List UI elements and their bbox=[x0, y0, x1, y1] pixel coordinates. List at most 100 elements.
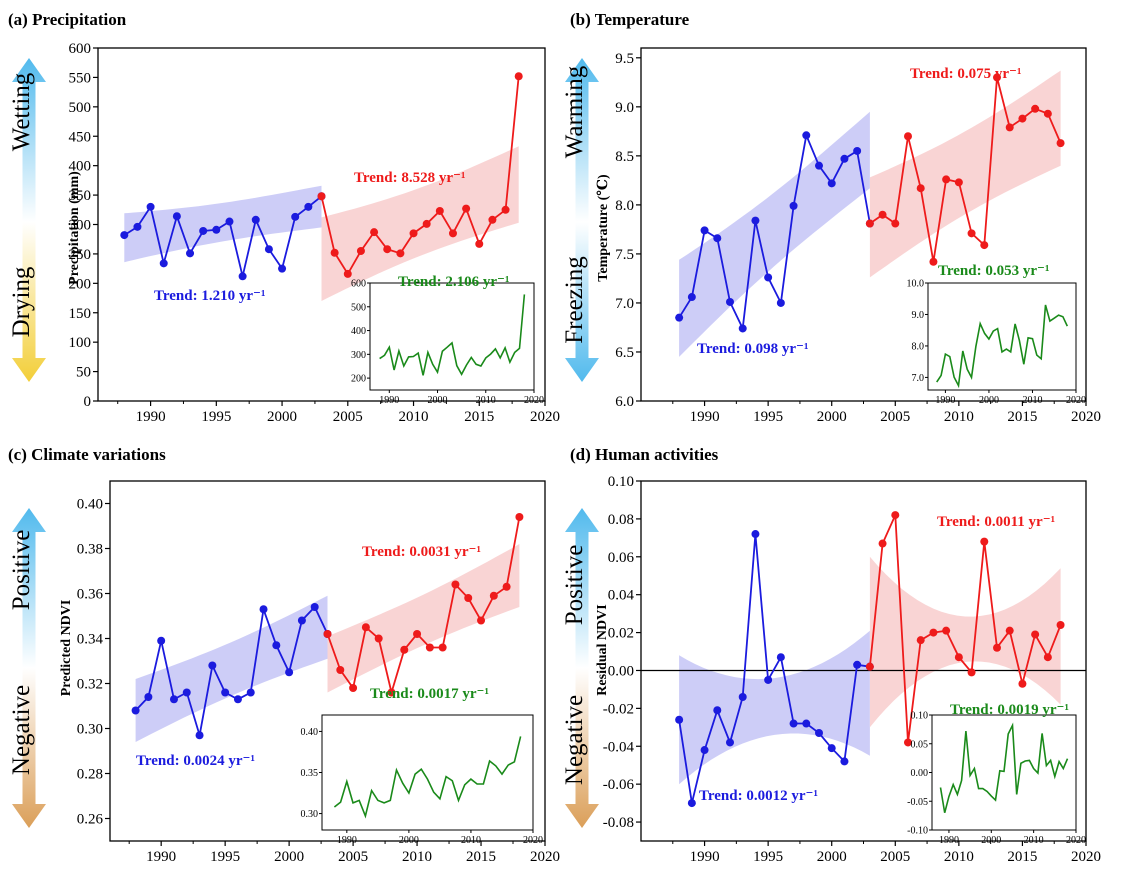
panel-d-point-red-2017 bbox=[1043, 653, 1052, 662]
panel-c-title: (c) Climate variations bbox=[8, 445, 166, 464]
panel-d-point-blue-1992 bbox=[726, 738, 734, 747]
panel-c-point-blue-1990 bbox=[157, 636, 166, 645]
panel-a-point-red-2005 bbox=[343, 269, 352, 278]
panel-b-ytick-label: 8.0 bbox=[615, 198, 634, 214]
panel-c-point-blue-2001 bbox=[297, 616, 306, 625]
panel-d-point-blue-2002 bbox=[853, 660, 862, 669]
panel-d-series-line-blue bbox=[678, 534, 871, 804]
panel-a-inset-series-line bbox=[379, 294, 526, 376]
panel-b-series-line-blue bbox=[678, 132, 871, 332]
panel-b-inset-xtick-label-2020: 2020 bbox=[1066, 395, 1086, 406]
panel-c-point-blue-1997 bbox=[246, 688, 255, 697]
panel-d-ytick-label: 0.02 bbox=[608, 626, 634, 642]
panel-d-down-label: Negative bbox=[561, 695, 588, 785]
panel-a-point-blue-2002 bbox=[304, 202, 313, 211]
panel-a-point-blue-1999 bbox=[264, 245, 273, 254]
panel-b-inset-series-line bbox=[936, 304, 1069, 389]
panel-d-point-blue-1994 bbox=[751, 530, 760, 539]
panel-c-point-red-2005 bbox=[349, 684, 358, 692]
panel-a-inset-ytick-label: 200 bbox=[351, 374, 366, 385]
panel-b-ytick-label: 6.0 bbox=[615, 394, 634, 410]
panel-a-xtick-label-2005: 2005 bbox=[333, 409, 363, 425]
panel-a-xtick-label-2020: 2020 bbox=[530, 409, 560, 425]
panel-b-xtick-label-2020: 2020 bbox=[1071, 409, 1101, 425]
panel-a-ytick-label: 450 bbox=[69, 129, 92, 145]
panel-b-point-red-2015 bbox=[1018, 114, 1027, 123]
panel-c-point-red-2018 bbox=[515, 513, 524, 521]
panel-b-up-arrow bbox=[565, 58, 599, 222]
panel-b-inset-ytick-label: 10.0 bbox=[907, 279, 925, 290]
panel-a-up-label: Wetting bbox=[8, 72, 35, 151]
panel-b-point-red-2012 bbox=[980, 241, 989, 250]
panel-c-inset-series-line bbox=[333, 736, 522, 819]
panel-c-point-blue-1992 bbox=[182, 688, 191, 697]
panel-d-up-label: Positive bbox=[561, 545, 588, 626]
panel-a-point-red-2006 bbox=[356, 246, 365, 255]
panel-d-inset-xtick-label-2020: 2020 bbox=[1066, 835, 1086, 846]
panel-b-point-red-2006 bbox=[904, 132, 912, 141]
panel-a-point-red-2015 bbox=[475, 239, 484, 248]
panel-d-xtick-label-2020: 2020 bbox=[1071, 849, 1101, 865]
panel-d-point-red-2013 bbox=[993, 643, 1001, 652]
panel-b-point-blue-1992 bbox=[726, 297, 734, 306]
panel-a-confidence-band-blue bbox=[124, 185, 322, 263]
panel-b-xtick-label-1995: 1995 bbox=[753, 409, 783, 425]
panel-d-point-blue-1998 bbox=[802, 719, 811, 728]
panel-b-point-red-2004 bbox=[878, 210, 887, 219]
panel-a-point-red-2008 bbox=[383, 245, 392, 254]
panel-c-point-red-2008 bbox=[387, 688, 396, 697]
panel-b-point-blue-2000 bbox=[827, 179, 836, 188]
panel-a-point-blue-1988 bbox=[120, 231, 129, 240]
panel-b-ytick-label: 9.5 bbox=[615, 51, 634, 67]
panel-a-point-red-2013 bbox=[448, 229, 457, 238]
panel-a-inset-xtick-label-2010: 2010 bbox=[476, 395, 496, 406]
panel-c-point-red-2006 bbox=[361, 623, 370, 632]
panel-d-point-blue-2000 bbox=[827, 744, 836, 753]
panel-b-point-blue-2001 bbox=[840, 154, 849, 163]
panel-b-ytick-label: 6.5 bbox=[615, 345, 634, 361]
panel-a-point-red-2004 bbox=[330, 248, 339, 257]
panel-b-inset-frame bbox=[927, 282, 1077, 391]
panel-b-point-red-2018 bbox=[1056, 139, 1065, 148]
panel-b-down-arrow bbox=[565, 222, 599, 382]
panel-b-down-label: Freezing bbox=[561, 256, 588, 344]
panel-c-inset-xtick-label-1990: 1990 bbox=[337, 835, 357, 846]
panel-c-confidence-band-red bbox=[327, 544, 520, 693]
panel-c-plot-frame bbox=[109, 480, 546, 842]
panel-a-inset-xtick-label-2020: 2020 bbox=[524, 395, 544, 406]
panel-b-inset-xtick-label-2000: 2000 bbox=[979, 395, 999, 406]
panel-a-point-red-2007 bbox=[370, 228, 379, 237]
panel-a-title: (a) Precipitation bbox=[8, 10, 127, 29]
panel-d-inset-xtick-label-1990: 1990 bbox=[939, 835, 959, 846]
panel-b-ytick-label: 7.0 bbox=[615, 296, 634, 312]
panel-b-xtick-label-2015: 2015 bbox=[1007, 409, 1037, 425]
panel-b-confidence-band-blue bbox=[679, 111, 870, 357]
panel-b-point-red-2010 bbox=[954, 178, 963, 187]
panel-a-point-blue-1992 bbox=[172, 212, 181, 221]
panel-d-inset-ytick-label: 0.10 bbox=[911, 711, 929, 722]
panel-d-ytick-label: 0.06 bbox=[608, 550, 635, 566]
panel-d-point-blue-1988 bbox=[675, 715, 684, 724]
panel-a-confidence-band-red bbox=[321, 146, 519, 301]
panel-b-point-red-2013 bbox=[993, 73, 1001, 82]
panel-a-ytick-label: 550 bbox=[69, 70, 92, 86]
panel-a-inset-ytick-label: 500 bbox=[351, 302, 366, 313]
panel-a-point-red-2010 bbox=[409, 229, 418, 238]
panel-d-point-blue-1997 bbox=[789, 719, 798, 728]
panel-d-down-arrow bbox=[565, 668, 599, 828]
panel-b-point-blue-1993 bbox=[738, 324, 747, 333]
panel-c-down-arrow bbox=[12, 668, 46, 828]
panel-a-trend-blue: Trend: 1.210 yr⁻¹ bbox=[154, 288, 265, 304]
panel-c-inset-xtick-label-2020: 2020 bbox=[523, 835, 543, 846]
panel-c-trend-green: Trend: 0.0017 yr⁻¹ bbox=[370, 686, 489, 702]
panel-d-point-red-2004 bbox=[878, 539, 887, 548]
panel-d-xtick-label-2010: 2010 bbox=[944, 849, 974, 865]
panel-c-ytick-label: 0.34 bbox=[77, 632, 104, 648]
panel-c-trend-red: Trend: 0.0031 yr⁻¹ bbox=[362, 544, 481, 560]
panel-c-series-line-blue bbox=[134, 605, 329, 736]
panel-d-point-red-2006 bbox=[904, 738, 912, 747]
panel-b-trend-green: Trend: 0.053 yr⁻¹ bbox=[938, 263, 1049, 279]
panel-b-point-blue-1998 bbox=[802, 131, 811, 140]
panel-c-xtick-label-2020: 2020 bbox=[530, 849, 560, 865]
panel-a-point-blue-1995 bbox=[212, 225, 221, 234]
